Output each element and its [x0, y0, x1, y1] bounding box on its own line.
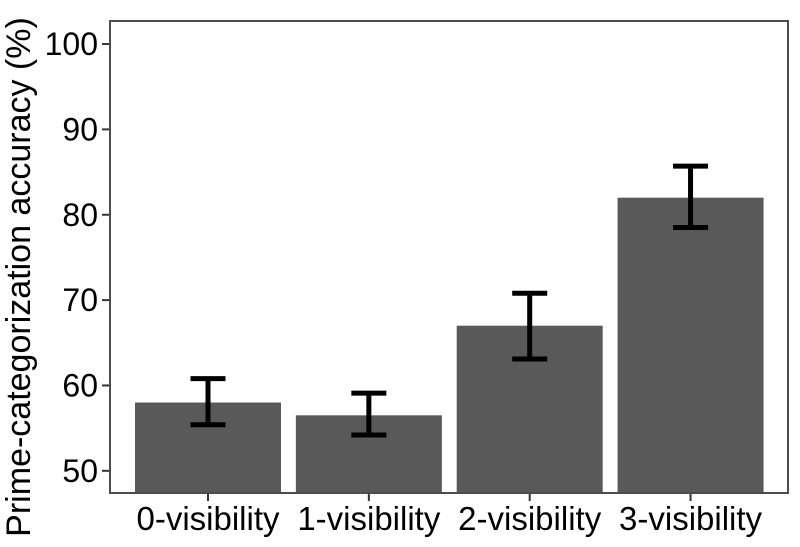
y-tick-label-60: 60	[62, 367, 98, 403]
error-bars-layer	[190, 163, 709, 438]
panel-border	[109, 20, 789, 494]
y-tick-label-100: 100	[45, 26, 98, 62]
y-axis-title: Prime-categorization accuracy (%)	[0, 17, 38, 537]
y-tick-label-80: 80	[62, 197, 98, 233]
x-axis-category-label-2-visibility: 2-visibility	[458, 500, 602, 537]
x-axis-category-label-0-visibility: 0-visibility	[136, 500, 280, 537]
axis-labels-layer: 0-visibility 1-visibility 2-visibility 3-vi…	[45, 26, 763, 537]
y-tick-label-70: 70	[62, 282, 98, 318]
error-bar-1-visibility	[351, 390, 387, 438]
error-bar-0-visibility	[190, 376, 226, 428]
error-bar-2-visibility	[512, 290, 548, 362]
x-axis-category-label-3-visibility: 3-visibility	[619, 500, 763, 537]
error-bar-3-visibility	[673, 163, 709, 231]
x-axis-category-label-1-visibility: 1-visibility	[297, 500, 441, 537]
axes-layer	[102, 20, 789, 501]
y-tick-label-90: 90	[62, 111, 98, 147]
bar-3-visibility	[617, 197, 764, 493]
bars-layer	[135, 197, 764, 493]
y-tick-label-50: 50	[62, 453, 98, 489]
